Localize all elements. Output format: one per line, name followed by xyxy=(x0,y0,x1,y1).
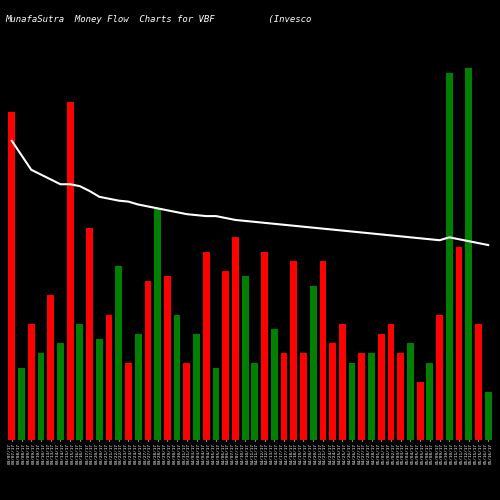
Bar xyxy=(242,276,248,440)
Bar xyxy=(86,228,93,440)
Bar xyxy=(310,286,316,440)
Bar xyxy=(106,314,112,440)
Bar xyxy=(96,338,102,440)
Bar xyxy=(485,392,492,440)
Bar xyxy=(66,102,73,440)
Bar xyxy=(271,329,278,440)
Bar xyxy=(232,238,239,440)
Text: MunafaSutra  Money Flow  Charts for VBF          (Invesco                       : MunafaSutra Money Flow Charts for VBF (I… xyxy=(5,15,500,24)
Bar xyxy=(416,382,424,440)
Bar xyxy=(57,344,64,440)
Bar xyxy=(116,266,122,440)
Bar xyxy=(290,262,297,440)
Bar xyxy=(436,314,443,440)
Bar xyxy=(398,353,404,440)
Bar xyxy=(300,353,307,440)
Bar xyxy=(252,363,258,440)
Bar xyxy=(125,363,132,440)
Bar xyxy=(48,295,54,440)
Bar xyxy=(8,112,15,440)
Bar xyxy=(388,324,394,440)
Bar xyxy=(154,208,161,440)
Bar xyxy=(212,368,220,440)
Bar xyxy=(329,344,336,440)
Bar xyxy=(18,368,25,440)
Bar xyxy=(339,324,346,440)
Bar xyxy=(164,276,171,440)
Bar xyxy=(184,363,190,440)
Bar xyxy=(203,252,209,440)
Bar xyxy=(466,68,472,440)
Bar xyxy=(193,334,200,440)
Bar xyxy=(28,324,34,440)
Bar xyxy=(475,324,482,440)
Bar xyxy=(426,363,434,440)
Bar xyxy=(446,74,452,440)
Bar xyxy=(174,314,180,440)
Bar xyxy=(280,353,287,440)
Bar xyxy=(76,324,84,440)
Bar xyxy=(222,271,229,440)
Bar xyxy=(135,334,141,440)
Bar xyxy=(320,262,326,440)
Bar xyxy=(358,353,365,440)
Bar xyxy=(368,353,375,440)
Bar xyxy=(38,353,44,440)
Bar xyxy=(144,281,152,440)
Bar xyxy=(378,334,384,440)
Bar xyxy=(261,252,268,440)
Bar xyxy=(456,247,462,440)
Bar xyxy=(407,344,414,440)
Bar xyxy=(348,363,356,440)
